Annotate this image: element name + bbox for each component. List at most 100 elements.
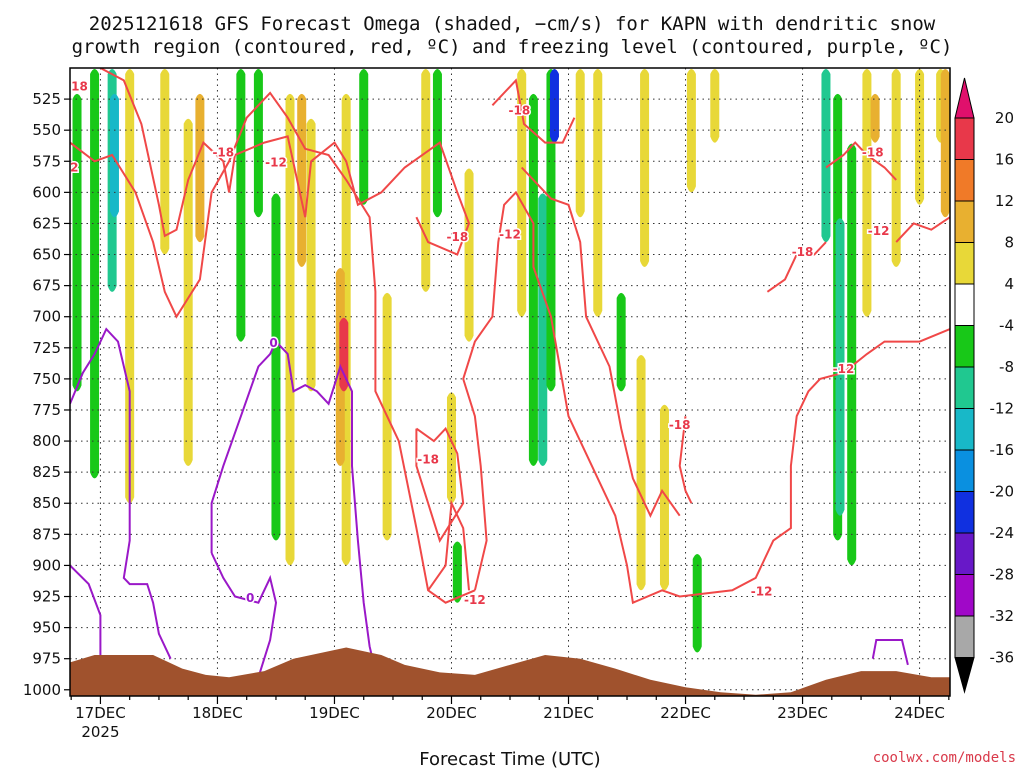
colorbar-label-0: 20: [995, 109, 1014, 127]
omega-column-35: [686, 69, 696, 193]
y-tick-label-900: 900: [32, 556, 61, 574]
contour-minus18-0: [99, 68, 471, 256]
omega-column-38: [821, 69, 831, 243]
y-tick-label-925: 925: [32, 588, 61, 606]
omega-column-37: [710, 69, 720, 143]
contour-minus12-2: [427, 499, 470, 591]
x-axis-label: Forecast Time (UTC): [419, 749, 600, 768]
colorbar-label-1: 16: [995, 151, 1014, 169]
chart-title-line2: growth region (contoured, red, ºC) and f…: [72, 36, 953, 58]
omega-column-25: [528, 93, 538, 466]
y-tick-label-775: 775: [32, 401, 61, 419]
freezing-level-contour-2: [210, 339, 377, 672]
contour-minus18-5: [825, 141, 897, 181]
omega-column-45: [915, 69, 925, 205]
omega-column-9: [253, 69, 263, 218]
contour-label-15: 0: [269, 336, 277, 350]
omega-column-23: [464, 168, 474, 342]
freezing-level-contour-4: [871, 639, 909, 666]
chart-title-line1: 2025121618 GFS Forecast Omega (shaded, −…: [89, 13, 936, 35]
contour-label-9: -18: [669, 418, 691, 432]
freezing-level-contour-1: [70, 564, 102, 659]
omega-column-42: [862, 69, 872, 317]
contour-label-11: -12: [833, 362, 855, 376]
contour-label-16: 0: [246, 591, 254, 605]
x-tick-label-1: 18DEC: [192, 704, 243, 722]
omega-column-44: [891, 69, 901, 267]
x-tick-label-5: 22DEC: [660, 704, 711, 722]
contour-label-5: -12: [499, 228, 521, 242]
omega-column-11: [285, 93, 295, 566]
contour-label-8: -12: [464, 593, 486, 607]
y-tick-label-650: 650: [32, 246, 61, 264]
contour-minus12-1: [462, 190, 950, 605]
omega-column-8: [236, 69, 246, 342]
contour-label-10: -12: [751, 585, 773, 599]
omega-column-10: [271, 193, 281, 541]
colorbar: 20 16 12 8 4 -4 -8 -12 -16 -20 -24 -28 -32 -36: [954, 77, 1015, 694]
omega-column-12: [297, 93, 307, 267]
x-tick-label-4: 21DEC: [543, 704, 594, 722]
contour-minus12-4: [895, 216, 950, 243]
contour-minus18-3: [678, 416, 693, 504]
omega-column-47: [940, 69, 950, 218]
y-tick-label-850: 850: [32, 494, 61, 512]
contour-label-13: -12: [868, 224, 890, 238]
colorbar-label-12: -32: [990, 607, 1015, 625]
contour-label-7: -18: [417, 453, 439, 467]
x-tick-label-0: 17DEC: [75, 704, 126, 722]
y-tick-label-600: 600: [32, 183, 61, 201]
colorbar-label-6: -8: [999, 358, 1014, 376]
colorbar-top-arrow: [954, 77, 975, 119]
omega-column-1: [90, 69, 100, 479]
grid: [70, 68, 950, 696]
colorbar-bin-10: [954, 532, 975, 575]
colorbar-label-3: 8: [1004, 234, 1014, 252]
omega-column-33: [636, 355, 646, 591]
omega-shading: [72, 69, 950, 653]
colorbar-label-5: -4: [999, 317, 1014, 335]
contours: -18 -12 -18 -12 -18 -12 -18 -18 -12 -18 -12 -12 -18 -…: [57, 68, 950, 678]
omega-column-7: [195, 93, 205, 243]
contour-label-12: -18: [792, 245, 814, 259]
omega-column-41: [847, 143, 857, 566]
omega-column-32: [640, 69, 650, 267]
y-tick-label-675: 675: [32, 277, 61, 295]
colorbar-bin-9: [954, 491, 975, 534]
omega-column-43: [870, 93, 880, 143]
y-tick-label-825: 825: [32, 463, 61, 481]
terrain: [70, 647, 950, 696]
contour-label-2: -18: [212, 146, 234, 160]
x-tick-label-6: 23DEC: [777, 704, 828, 722]
omega-column-16: [339, 317, 349, 392]
credit-text: coolwx.com/models: [873, 750, 1016, 766]
y-axis: 525 550 575 600 625 650 675 700 725 750 775 800 825 8…: [23, 90, 70, 699]
omega-column-17: [359, 69, 369, 205]
colorbar-bottom-arrow: [954, 657, 975, 694]
colorbar-bin-0: [954, 117, 975, 160]
contour-label-1: -12: [57, 160, 79, 174]
colorbar-bin-8: [954, 449, 975, 492]
y-tick-label-800: 800: [32, 432, 61, 450]
terrain-surface: [70, 647, 950, 696]
y-tick-label-575: 575: [32, 152, 61, 170]
omega-column-0: [72, 93, 82, 392]
colorbar-label-8: -16: [990, 441, 1015, 459]
omega-column-26: [538, 193, 548, 466]
contour-minus12-0: [70, 91, 476, 604]
contour-label-3: -12: [265, 156, 287, 170]
colorbar-bin-11: [954, 574, 975, 617]
x-year-label: 2025: [81, 723, 119, 741]
omega-column-3: [109, 93, 119, 218]
y-tick-label-975: 975: [32, 650, 61, 668]
omega-column-30: [593, 69, 603, 317]
contour-label-14: -18: [862, 146, 884, 160]
colorbar-label-11: -28: [990, 566, 1015, 584]
contour-minus18-2: [415, 426, 465, 543]
omega-column-40: [835, 218, 845, 516]
contour-label-4: -18: [446, 230, 468, 244]
x-axis: 17DEC 18DEC 19DEC 20DEC 21DEC 22DEC 23DEC 24DEC…: [70, 696, 950, 741]
freezing-level-contour-3: [210, 552, 278, 678]
y-tick-label-950: 950: [32, 619, 61, 637]
colorbar-label-2: 12: [995, 192, 1014, 210]
